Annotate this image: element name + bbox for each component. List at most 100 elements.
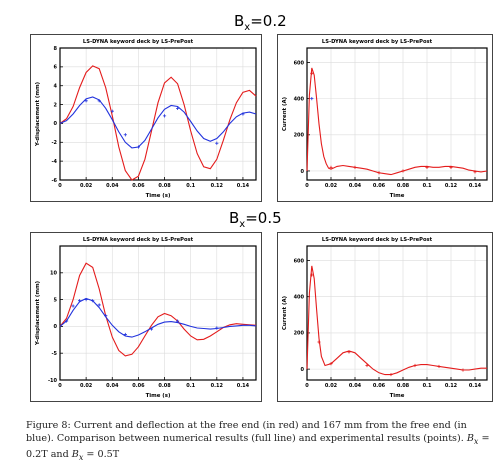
data-point-red <box>347 350 351 354</box>
data-point-blue <box>215 141 219 145</box>
x-tick-label: 0 <box>58 383 62 389</box>
y-tick-label: -2 <box>51 140 57 146</box>
y-axis-label: Current (A) <box>282 97 288 131</box>
data-point-red <box>365 363 369 368</box>
y-axis-label: Y-displacement (mm) <box>35 82 41 147</box>
x-tick-label: 0.02 <box>325 383 338 389</box>
x-tick-label: 0.1 <box>423 183 432 189</box>
y-tick-label: 0 <box>301 367 305 373</box>
y-tick-label: 10 <box>50 271 57 277</box>
data-point-blue <box>176 319 180 323</box>
y-tick-label: 4 <box>54 84 58 90</box>
y-axis-label: Y-displacement (mm) <box>35 281 41 346</box>
data-point-red <box>473 170 477 174</box>
x-axis-label: Time (s) <box>146 193 171 199</box>
y-tick-label: -10 <box>48 378 58 384</box>
data-point-red <box>449 165 453 169</box>
x-tick-label: 0.12 <box>211 383 224 389</box>
x-tick-label: 0 <box>305 383 309 389</box>
x-tick-label: 0.02 <box>80 383 93 389</box>
x-tick-label: 0.12 <box>445 183 458 189</box>
plot-frame <box>59 245 257 381</box>
x-tick-label: 0.04 <box>106 183 119 189</box>
plot-frame <box>306 245 488 381</box>
panel-border <box>30 34 262 202</box>
data-point-blue <box>149 327 154 331</box>
series-line-red <box>59 65 257 181</box>
y-tick-label: 600 <box>294 258 305 264</box>
x-tick-label: 0.06 <box>373 383 386 389</box>
y-tick-label: -6 <box>51 178 57 184</box>
data-point-red <box>437 364 441 369</box>
y-tick-label: 6 <box>54 65 58 71</box>
data-point-blue <box>176 106 180 110</box>
x-tick-label: 0.06 <box>132 183 145 189</box>
panel-border <box>30 232 262 402</box>
series-line-blue <box>59 96 257 149</box>
x-tick-label: 0.1 <box>423 383 432 389</box>
x-tick-label: 0.08 <box>158 383 171 389</box>
x-tick-label: 0.14 <box>469 183 482 189</box>
y-tick-label: -5 <box>51 351 57 357</box>
x-tick-label: 0 <box>58 183 62 189</box>
x-tick-label: 0.08 <box>158 183 171 189</box>
data-point-blue <box>84 99 88 103</box>
chart-current-bx05: LS-DYNA keyword deck by LS-PrePost 0 0.02 0… <box>277 232 493 402</box>
data-point-blue <box>64 319 69 323</box>
x-tick-label: 0.12 <box>445 383 458 389</box>
x-tick-label: 0.08 <box>397 383 410 389</box>
x-axis-label: Time (s) <box>146 393 171 399</box>
x-tick-label: 0.14 <box>237 183 250 189</box>
y-tick-label: 0 <box>54 121 58 127</box>
data-point-blue <box>123 332 127 337</box>
x-tick-label: 0.1 <box>186 183 195 189</box>
chart-title: LS-DYNA keyword deck by LS-PrePost <box>322 237 433 243</box>
data-point-blue <box>84 298 88 302</box>
chart-title: LS-DYNA keyword deck by LS-PrePost <box>83 237 194 243</box>
bx-heading-top: Bx=0.2 <box>234 12 287 33</box>
x-tick-label: 0.14 <box>469 383 482 389</box>
data-point-red <box>329 165 333 169</box>
data-point-blue <box>104 314 108 318</box>
x-tick-label: 0.04 <box>106 383 119 389</box>
x-tick-label: 0 <box>305 183 309 189</box>
y-tick-label: 600 <box>294 60 305 66</box>
figure-caption: Figure 8: Current and deflection at the … <box>26 420 490 463</box>
y-axis-label: Current (A) <box>282 296 288 330</box>
y-tick-label: 0 <box>301 169 305 175</box>
x-tick-label: 0.12 <box>211 183 224 189</box>
x-tick-label: 0.1 <box>186 383 195 389</box>
y-tick-label: -4 <box>51 159 57 165</box>
y-tick-label: 5 <box>54 297 58 303</box>
x-tick-label: 0.14 <box>237 383 250 389</box>
figure-label: Figure 8: <box>26 420 71 431</box>
data-point-red <box>329 362 333 366</box>
x-axis-label: Time <box>390 193 405 199</box>
data-point-blue <box>91 299 95 303</box>
chart-displacement-bx05: LS-DYNA keyword deck by LS-PrePost 0 0.02 0… <box>30 232 262 402</box>
data-point-blue <box>123 133 127 137</box>
x-tick-label: 0.06 <box>373 183 386 189</box>
data-point-red <box>310 273 314 277</box>
plot-frame <box>306 47 488 181</box>
x-tick-label: 0.08 <box>397 183 410 189</box>
data-point-blue <box>110 109 114 113</box>
y-tick-label: 200 <box>294 133 305 139</box>
x-tick-label: 0.06 <box>132 383 145 389</box>
data-point-red <box>317 340 321 344</box>
data-point-blue <box>136 145 140 149</box>
chart-current-bx02: LS-DYNA keyword deck by LS-PrePost 0 0.02 0… <box>277 34 493 202</box>
chart-title: LS-DYNA keyword deck by LS-PrePost <box>322 39 433 45</box>
data-point-red <box>389 372 393 377</box>
data-point-blue <box>97 303 101 307</box>
caption-text: Current and deflection at the free end (… <box>26 420 467 445</box>
y-tick-label: 2 <box>54 102 58 108</box>
data-point-red <box>353 165 357 169</box>
y-tick-label: 400 <box>294 96 305 102</box>
data-point-red <box>310 71 314 75</box>
data-point-blue <box>71 304 75 308</box>
data-point-red <box>461 368 465 372</box>
data-point-blue <box>97 99 101 103</box>
x-tick-label: 0.04 <box>349 383 362 389</box>
data-point-blue <box>78 299 82 303</box>
